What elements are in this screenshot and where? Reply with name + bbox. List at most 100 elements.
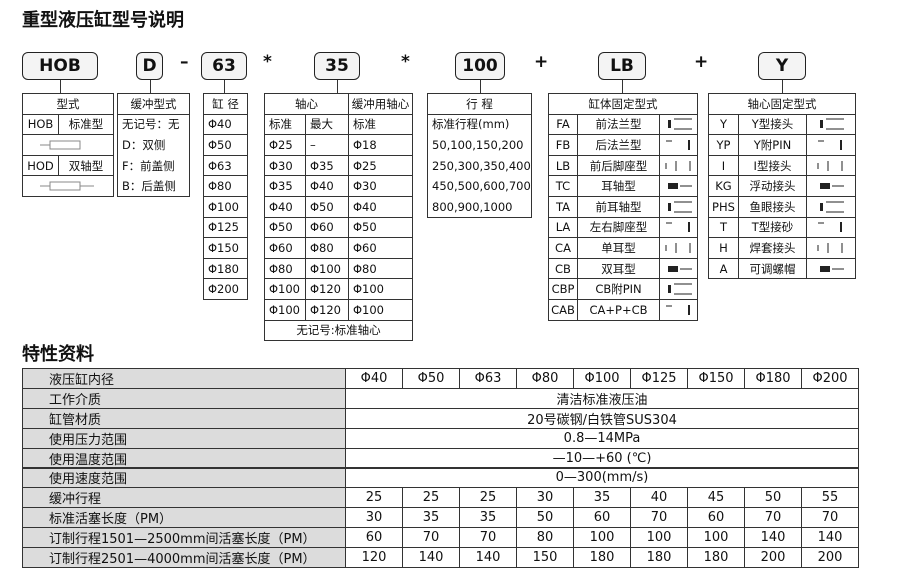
- cell: 70: [459, 527, 517, 549]
- subheader: 标准: [264, 113, 306, 136]
- cell: 70: [402, 527, 460, 549]
- cell: 55: [801, 487, 859, 509]
- connector: [60, 80, 61, 93]
- cell: 浮动接头: [738, 175, 807, 197]
- cell: Φ63: [459, 368, 517, 389]
- cell: Φ100: [264, 278, 306, 300]
- cell: Φ150: [687, 368, 745, 389]
- icon-cell: [659, 299, 698, 321]
- cell: Φ50: [264, 216, 306, 239]
- icon-cell: [806, 134, 856, 156]
- icon-cell: [659, 113, 698, 136]
- icon-cell: [806, 196, 856, 218]
- cell: 60: [687, 507, 745, 529]
- icon-cell: [806, 237, 856, 259]
- cell: 450,500,600,700: [432, 179, 531, 194]
- cell: Φ125: [203, 216, 248, 239]
- cell: 清洁标准液压油: [345, 387, 859, 409]
- cell: Φ200: [801, 368, 859, 389]
- code-box: HOB: [22, 52, 98, 80]
- cell: Φ60: [264, 237, 306, 259]
- icon: [667, 201, 692, 213]
- cell: HOD: [22, 154, 59, 177]
- cell: 140: [459, 547, 517, 568]
- code-box: 35: [314, 52, 360, 80]
- icon: [817, 242, 843, 253]
- cell: 140: [801, 527, 859, 549]
- row-label: 使用温度范围: [22, 447, 346, 469]
- cell: Φ40: [305, 175, 349, 197]
- cell: Φ40: [264, 196, 306, 218]
- cell: Φ80: [264, 257, 306, 280]
- cell: Φ40: [203, 113, 248, 136]
- cell: YP: [708, 134, 739, 156]
- cell: Φ80: [516, 368, 574, 389]
- cell: 耳轴型: [577, 175, 660, 197]
- cell: FB: [548, 134, 578, 156]
- cell: 35: [459, 507, 517, 529]
- icon-cell: [659, 196, 698, 218]
- icon: [665, 139, 690, 150]
- cell: Φ100: [203, 196, 248, 218]
- table-header: 轴心固定型式: [708, 93, 856, 115]
- cell: 120: [345, 547, 403, 568]
- icon: [665, 304, 690, 315]
- connector: [224, 80, 225, 93]
- cell: FA: [548, 113, 578, 136]
- cell: Φ60: [305, 216, 349, 239]
- cell: 标准型: [58, 113, 114, 136]
- cell: D：双侧: [122, 137, 166, 152]
- table-header: 轴心: [264, 93, 349, 115]
- cell: 250,300,350,400: [432, 158, 531, 173]
- cell: 鱼眼接头: [738, 196, 807, 218]
- icon-cell: [22, 134, 114, 156]
- cell: Φ30: [264, 154, 306, 177]
- cell: HOB: [22, 113, 59, 136]
- cell: H: [708, 237, 739, 259]
- cell: 45: [687, 487, 745, 509]
- cell: 40: [630, 487, 688, 509]
- cell: CB附PIN: [577, 278, 660, 300]
- connector: [337, 80, 338, 93]
- table-header: 缓冲型式: [117, 93, 190, 115]
- cell: Y: [708, 113, 739, 136]
- connector: [782, 80, 783, 93]
- cell: Φ80: [203, 175, 248, 197]
- cell: 单耳型: [577, 237, 660, 259]
- table-header: 缓冲用轴心: [348, 93, 413, 115]
- cell: CB: [548, 257, 578, 280]
- cell: KG: [708, 175, 739, 197]
- subheader: 最大: [305, 113, 349, 136]
- cell: 60: [573, 507, 631, 529]
- cell: 0.8—14MPa: [345, 427, 859, 449]
- separator: –: [180, 52, 189, 72]
- cell: Φ35: [264, 175, 306, 197]
- cell: Φ25: [348, 154, 413, 177]
- cell: PHS: [708, 196, 739, 218]
- separator: *: [401, 52, 410, 72]
- icon: [820, 118, 844, 130]
- connector: [480, 80, 481, 93]
- cell: 140: [744, 527, 802, 549]
- cell: Φ200: [203, 278, 248, 300]
- cell: 200: [744, 547, 802, 568]
- cell: Φ100: [348, 299, 413, 321]
- cell: 25: [345, 487, 403, 509]
- cell: Φ150: [203, 237, 248, 259]
- cell: 50: [516, 507, 574, 529]
- cell: 后法兰型: [577, 134, 660, 156]
- cell: TC: [548, 175, 578, 197]
- cell: 100: [630, 527, 688, 549]
- subheader: 标准: [348, 113, 413, 136]
- row-label: 工作介质: [22, 387, 346, 409]
- icon-cell: [659, 154, 698, 177]
- cell: I: [708, 154, 739, 177]
- cell: 50: [744, 487, 802, 509]
- cell: Φ180: [744, 368, 802, 389]
- icon-cell: [806, 216, 856, 239]
- cell: Φ50: [402, 368, 460, 389]
- icon: [667, 265, 692, 272]
- cell: Φ100: [348, 278, 413, 300]
- connector: [149, 80, 151, 93]
